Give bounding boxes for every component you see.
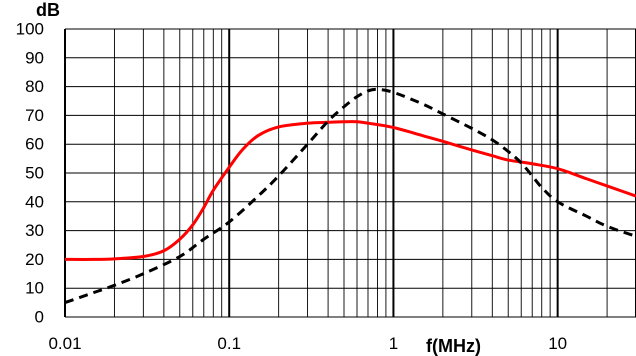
y-tick-label: 80 [25, 77, 44, 96]
y-tick-label: 70 [25, 106, 44, 125]
x-tick-label: 0.1 [217, 334, 241, 353]
y-tick-label: 30 [25, 221, 44, 240]
y-tick-labels: 0 10 20 30 40 50 60 70 80 90 100 [16, 20, 44, 327]
x-tick-labels: 0.01 0.1 1 10 [48, 334, 567, 353]
y-tick-label: 60 [25, 135, 44, 154]
x-tick-label: 10 [548, 334, 567, 353]
y-tick-label: 100 [16, 20, 44, 39]
major-gridlines [64, 28, 636, 318]
x-tick-label: 0.01 [48, 334, 81, 353]
y-tick-label: 0 [35, 308, 44, 327]
x-tick-label: 1 [389, 334, 398, 353]
y-axis-label: dB [36, 0, 60, 20]
y-tick-label: 50 [25, 164, 44, 183]
series-line-solid [64, 120, 636, 261]
y-tick-label: 10 [25, 279, 44, 298]
y-tick-label: 40 [25, 192, 44, 211]
series-layer [64, 87, 636, 305]
x-axis-label: f(MHz) [426, 336, 481, 356]
y-tick-label: 90 [25, 48, 44, 67]
y-tick-label: 20 [25, 250, 44, 269]
series-line-dashed [64, 87, 636, 305]
